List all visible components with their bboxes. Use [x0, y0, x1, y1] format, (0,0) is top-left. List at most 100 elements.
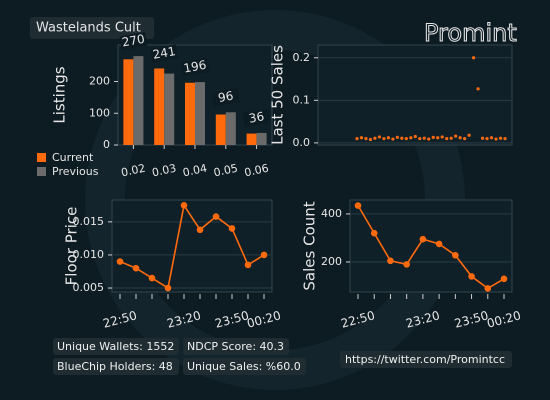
point	[435, 240, 443, 248]
bar	[123, 59, 134, 145]
point	[260, 251, 268, 259]
y-tick-label: 0.2	[293, 51, 311, 64]
point	[377, 135, 382, 139]
y-axis-label: Floor Price	[63, 207, 81, 286]
point	[418, 137, 422, 141]
data-label-bg	[119, 31, 148, 51]
point	[404, 137, 408, 141]
y-tick-label: 200	[89, 75, 110, 88]
point	[454, 134, 458, 138]
point	[449, 136, 453, 140]
point	[476, 87, 480, 91]
stat: Unique Wallets: 1552	[57, 340, 174, 353]
bar	[195, 82, 205, 145]
data-label: 196	[182, 58, 207, 76]
title: Wastelands Cult	[36, 21, 141, 36]
point	[463, 137, 467, 141]
point	[391, 137, 395, 141]
point	[382, 137, 386, 141]
point	[498, 136, 503, 140]
point	[228, 225, 236, 232]
x-tick-label: 0.04	[182, 162, 209, 180]
point	[445, 137, 449, 141]
stat: Unique Sales: %60.0	[187, 360, 301, 373]
point	[364, 137, 368, 141]
link: https://twitter.com/Promintcc	[345, 353, 505, 366]
y-tick-label: 0.1	[293, 93, 311, 106]
data-label: 241	[152, 44, 177, 62]
data-label-bg	[211, 88, 240, 107]
point	[148, 274, 156, 282]
point	[485, 137, 489, 141]
point	[370, 229, 378, 237]
data-label-bg	[150, 44, 179, 63]
point	[400, 136, 404, 140]
bar	[133, 56, 144, 145]
plot-area	[317, 44, 513, 146]
y-tick-label: 0	[103, 138, 110, 151]
y-tick-label: 0.005	[73, 281, 105, 294]
point	[409, 136, 413, 140]
point	[212, 213, 220, 220]
x-tick-label: 0.03	[151, 162, 178, 180]
x-tick-label: 0.05	[212, 162, 239, 180]
plot-area	[111, 199, 273, 293]
bar	[185, 82, 195, 145]
point	[467, 133, 471, 137]
point	[164, 284, 172, 292]
point	[180, 201, 188, 209]
point	[452, 251, 459, 259]
legend-swatch	[37, 167, 46, 176]
legend-swatch	[37, 153, 46, 162]
point	[419, 235, 427, 243]
y-tick-label: 100	[89, 106, 110, 119]
stat-box	[183, 358, 306, 375]
point	[494, 137, 498, 141]
point	[116, 258, 124, 265]
stat-box	[183, 338, 289, 355]
x-tick-label: 0.06	[243, 162, 270, 180]
stat-box	[53, 358, 179, 375]
data-label: 96	[217, 89, 234, 105]
point	[440, 135, 444, 139]
bar	[154, 68, 165, 145]
y-tick-label: 200	[321, 255, 342, 268]
point	[386, 136, 390, 140]
line	[357, 205, 505, 290]
point	[468, 273, 475, 280]
point	[427, 137, 431, 141]
point	[395, 135, 399, 139]
line	[119, 203, 265, 290]
point	[132, 264, 140, 272]
data-label: 36	[248, 109, 265, 125]
logo: Promint	[424, 19, 517, 47]
point	[196, 226, 204, 234]
bar	[246, 133, 257, 145]
y-axis-label: Sales Count	[301, 201, 319, 290]
y-tick-label: 400	[321, 207, 342, 220]
point	[480, 136, 485, 140]
y-tick-label: 0.015	[73, 215, 105, 228]
bar	[164, 73, 175, 145]
point	[503, 137, 507, 141]
y-tick-label: 0.0	[293, 136, 311, 149]
point	[355, 137, 359, 141]
point	[500, 275, 508, 283]
point	[489, 136, 494, 140]
point	[436, 136, 440, 140]
title-box	[30, 17, 154, 39]
bar	[256, 132, 267, 145]
point	[354, 202, 362, 209]
data-label-bg	[242, 108, 271, 128]
legend-label: Previous	[52, 165, 99, 178]
data-label-bg	[180, 57, 210, 77]
y-tick-label: 0.010	[73, 248, 105, 261]
point	[472, 56, 476, 60]
stat: NDCP Score: 40.3	[187, 340, 284, 353]
bar	[225, 112, 236, 145]
stat-box	[53, 338, 179, 355]
legend-label: Current	[52, 151, 94, 164]
point	[359, 136, 364, 140]
plot-area	[349, 199, 513, 293]
